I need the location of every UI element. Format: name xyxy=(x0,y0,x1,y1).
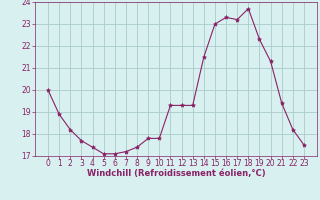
X-axis label: Windchill (Refroidissement éolien,°C): Windchill (Refroidissement éolien,°C) xyxy=(87,169,265,178)
